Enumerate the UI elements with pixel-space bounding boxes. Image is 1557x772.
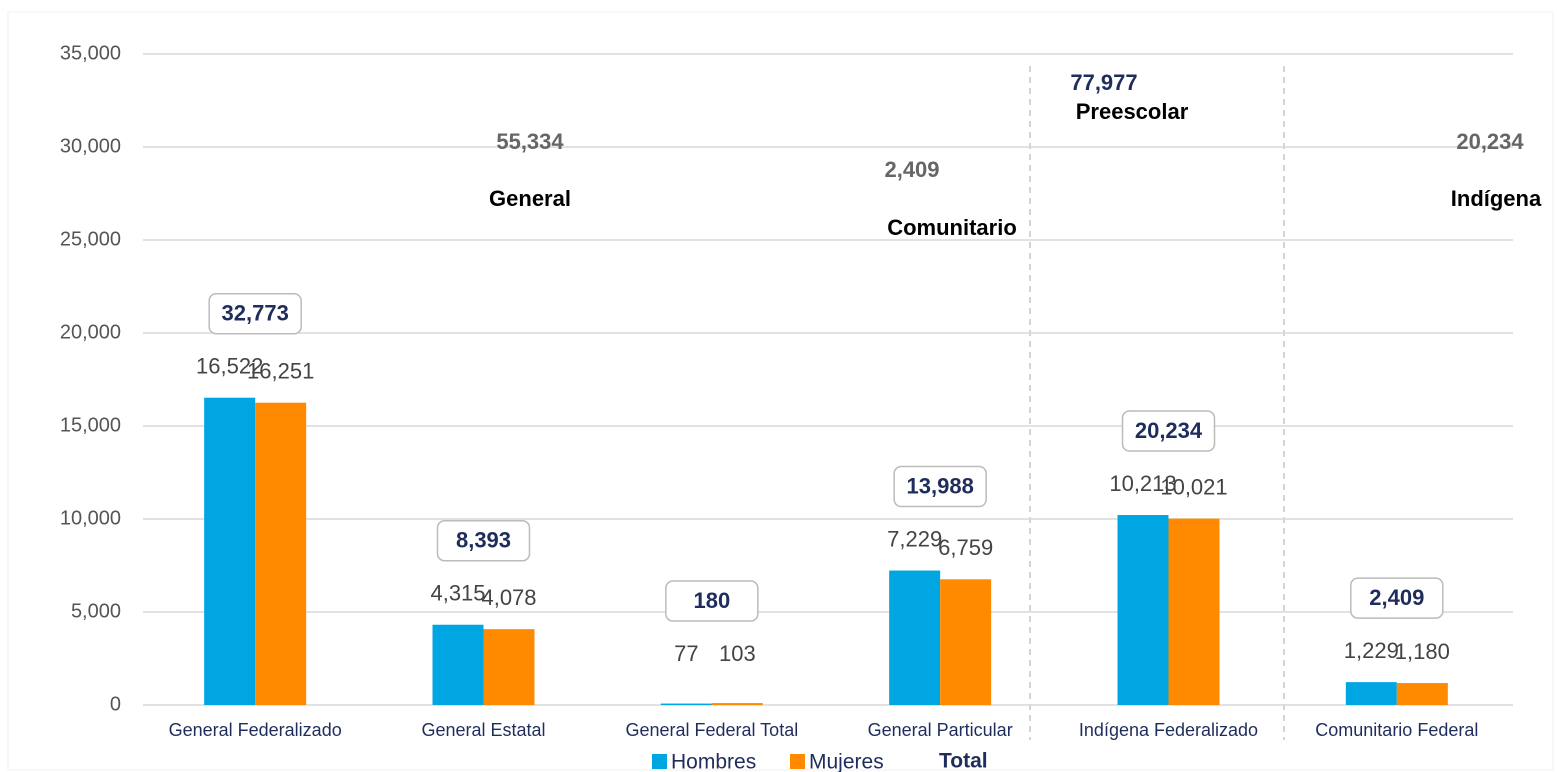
bar bbox=[483, 629, 535, 705]
y-tick-label: 10,000 bbox=[60, 507, 121, 529]
bar bbox=[1345, 682, 1397, 705]
x-tick-label: Indígena Federalizado bbox=[1079, 720, 1258, 740]
total-label: 20,234 bbox=[1135, 418, 1203, 443]
y-tick-label: 15,000 bbox=[60, 414, 121, 436]
x-tick-label: General Particular bbox=[868, 720, 1013, 740]
total-box bbox=[436, 519, 531, 562]
bar bbox=[1117, 515, 1169, 705]
total-label: 13,988 bbox=[907, 473, 974, 498]
bar bbox=[255, 402, 307, 705]
annotation-value: 20,234 bbox=[1456, 129, 1524, 154]
annotation-text: Indígena bbox=[1451, 186, 1542, 211]
data-label: 1,229 bbox=[1344, 638, 1399, 663]
annotation-value: 55,334 bbox=[496, 129, 564, 154]
bar bbox=[1396, 683, 1448, 705]
annotation-text: General bbox=[489, 186, 571, 211]
data-label: 7,229 bbox=[887, 526, 942, 551]
x-tick-label: General Estatal bbox=[421, 720, 545, 740]
data-label: 16,522 bbox=[196, 354, 263, 379]
data-label: 6,759 bbox=[938, 535, 993, 560]
x-tick-label: Comunitario Federal bbox=[1315, 720, 1478, 740]
legend-swatch bbox=[790, 754, 805, 769]
data-label: 10,021 bbox=[1160, 474, 1227, 499]
legend-swatch bbox=[652, 754, 667, 769]
total-box bbox=[208, 292, 302, 335]
x-tick-label: General Federal Total bbox=[625, 720, 798, 740]
y-tick-label: 35,000 bbox=[60, 42, 121, 64]
annotation-value: 2,409 bbox=[884, 157, 939, 182]
annotation-text: Comunitario bbox=[887, 215, 1017, 240]
total-box bbox=[665, 580, 759, 622]
bar bbox=[940, 579, 992, 705]
data-label: 10,213 bbox=[1109, 471, 1176, 496]
bar bbox=[432, 624, 484, 705]
total-label: 32,773 bbox=[222, 301, 289, 326]
data-label: 4,078 bbox=[481, 585, 536, 610]
y-tick-label: 30,000 bbox=[60, 135, 121, 157]
bar bbox=[711, 703, 763, 705]
data-label: 16,251 bbox=[247, 359, 314, 384]
bar bbox=[1168, 518, 1220, 705]
y-tick-label: 20,000 bbox=[60, 321, 121, 343]
total-label: 2,409 bbox=[1369, 585, 1424, 610]
data-label: 103 bbox=[719, 641, 756, 666]
y-tick-label: 5,000 bbox=[71, 600, 121, 622]
total-box bbox=[893, 465, 987, 508]
legend-label: Total bbox=[939, 750, 988, 772]
y-tick-label: 25,000 bbox=[60, 228, 121, 250]
x-tick-label: General Federalizado bbox=[169, 720, 342, 740]
data-label: 77 bbox=[674, 641, 698, 666]
total-box bbox=[1350, 577, 1444, 619]
bar bbox=[889, 570, 941, 705]
total-label: 180 bbox=[693, 588, 730, 613]
annotation-value: 77,977 bbox=[1070, 70, 1137, 95]
bar bbox=[660, 703, 712, 705]
y-tick-label: 0 bbox=[110, 693, 121, 715]
annotation-text: Preescolar bbox=[1076, 99, 1189, 124]
legend-label: Mujeres bbox=[809, 751, 884, 772]
legend-label: Hombres bbox=[671, 751, 756, 772]
total-label: 8,393 bbox=[456, 528, 511, 553]
bar bbox=[204, 397, 256, 705]
data-label: 4,315 bbox=[430, 581, 485, 606]
data-label: 1,180 bbox=[1395, 639, 1450, 664]
total-box bbox=[1121, 410, 1216, 452]
